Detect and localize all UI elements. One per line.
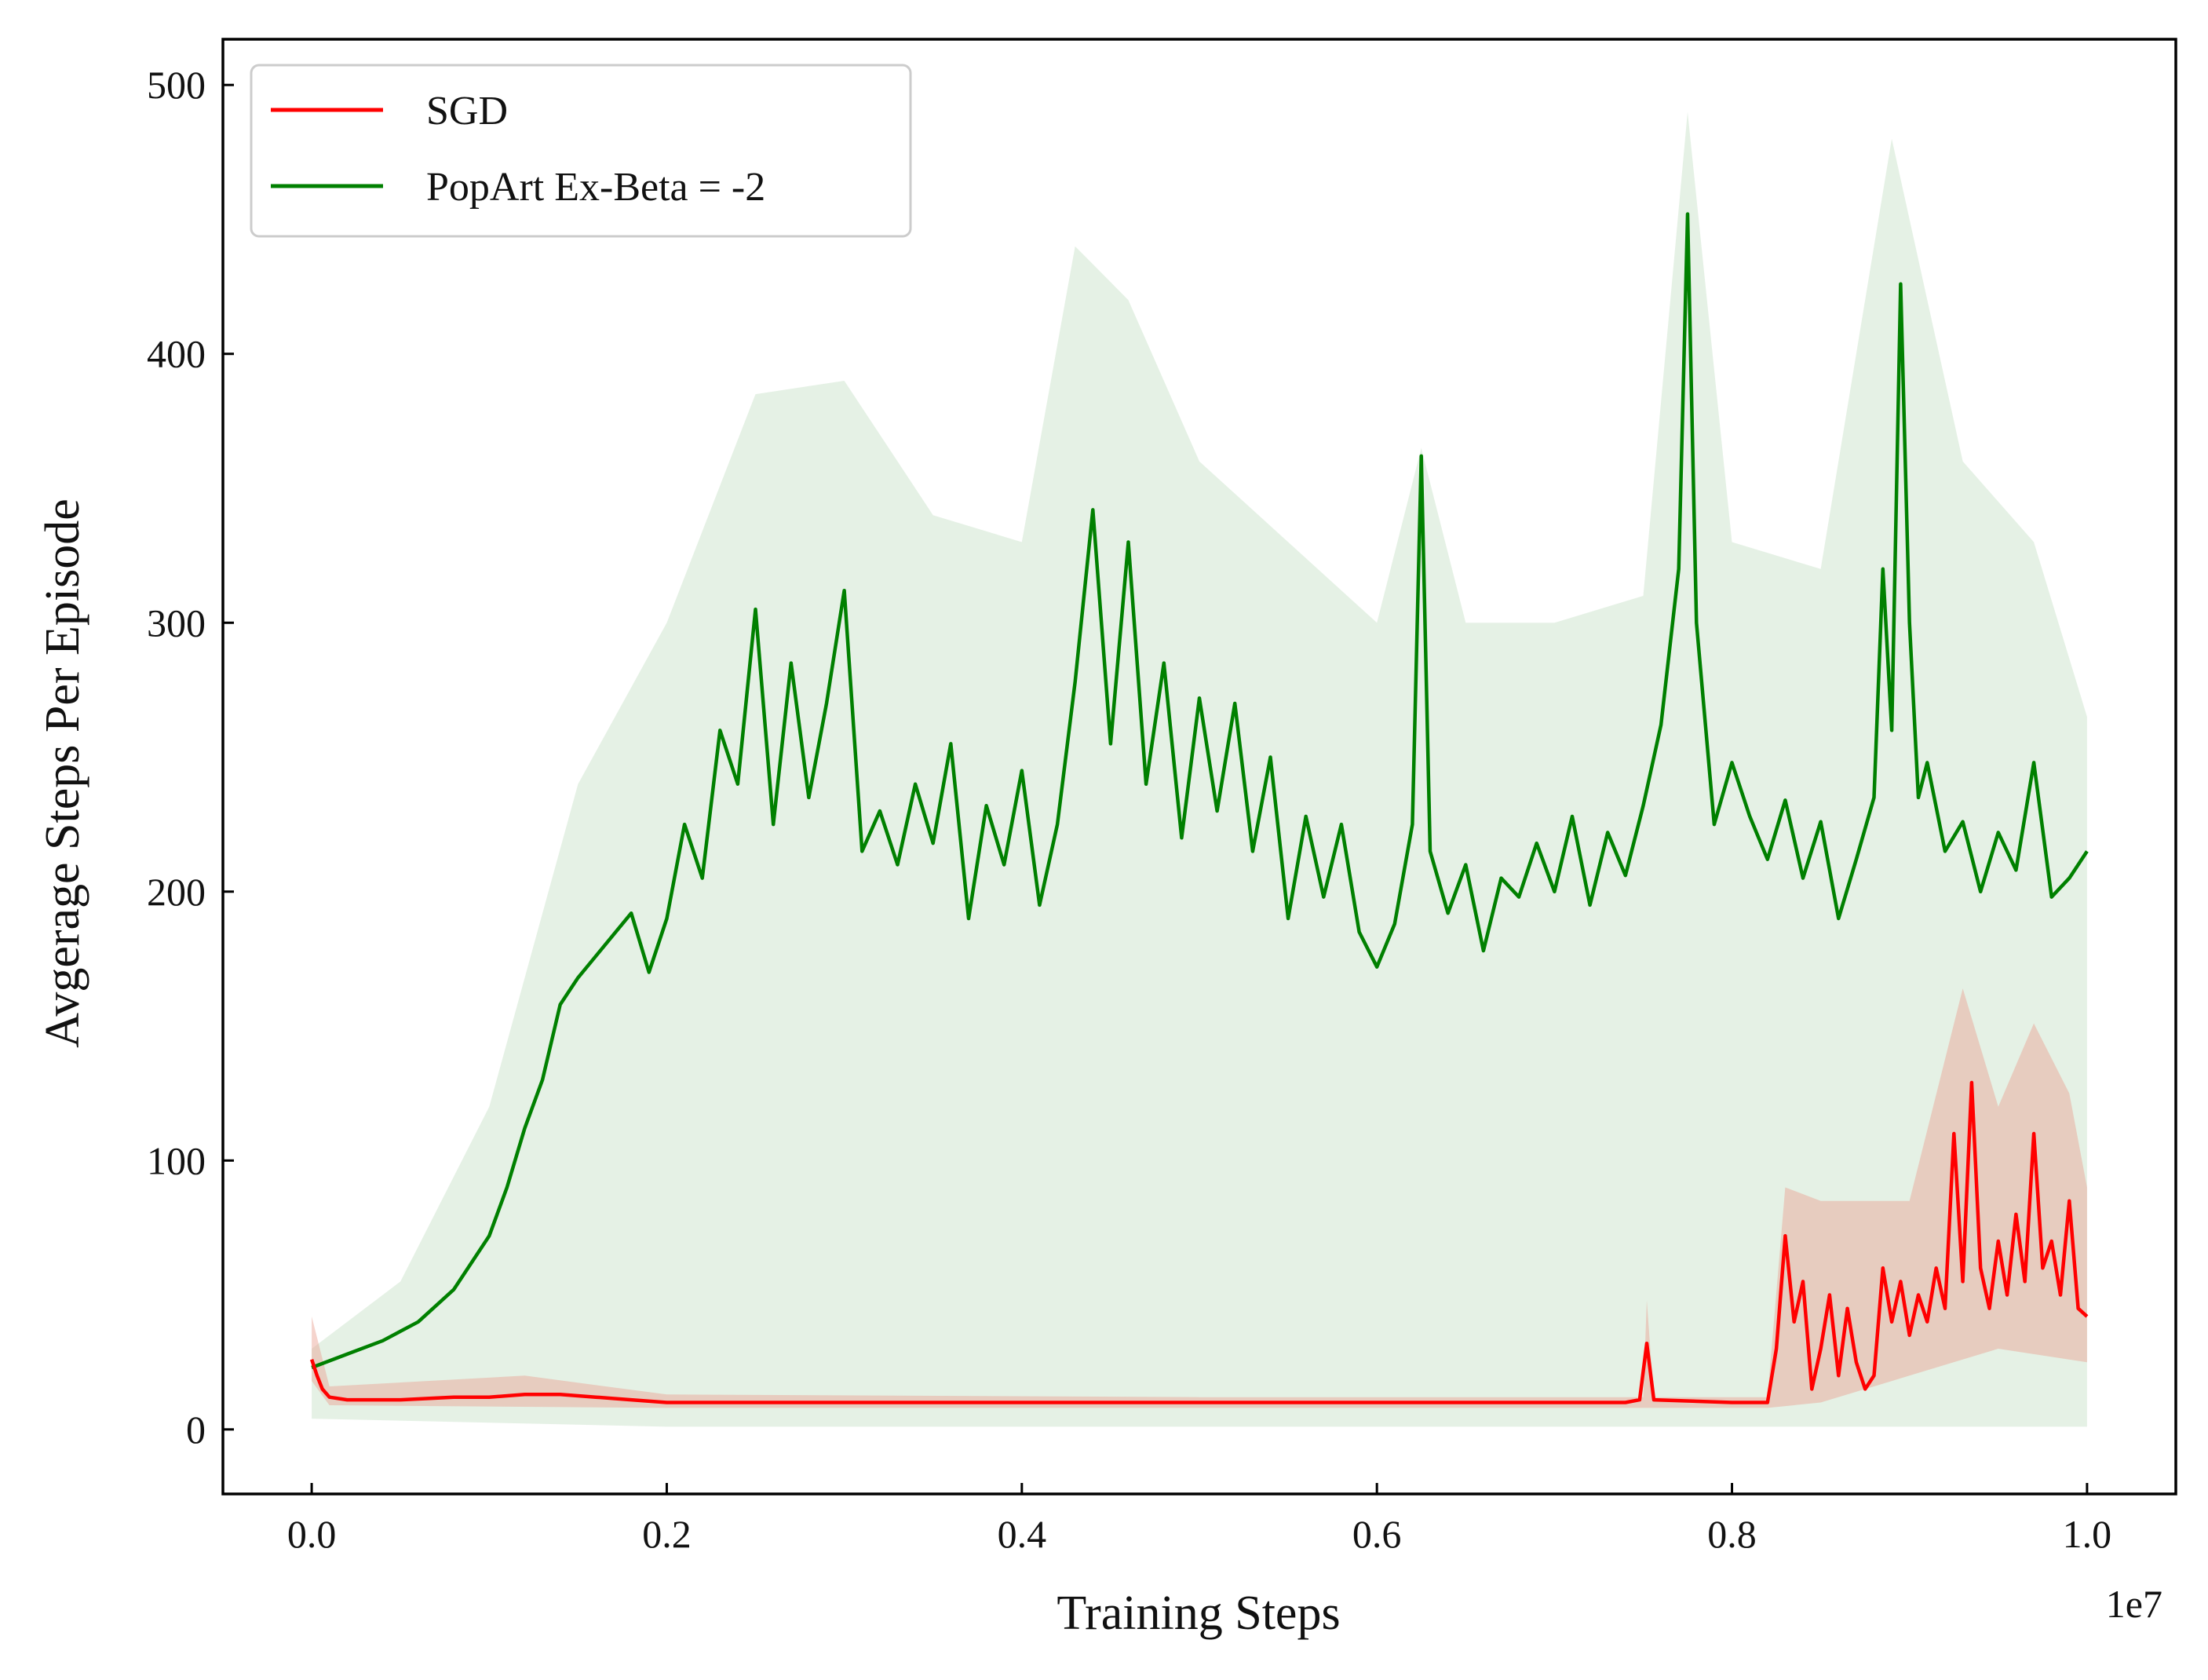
confidence-bands: [312, 111, 2087, 1427]
y-tick-label: 500: [147, 63, 206, 107]
line-popart: [311, 212, 2089, 1370]
x-tick-label: 0.8: [1707, 1512, 1757, 1556]
y-tick-label: 400: [147, 332, 206, 376]
x-axis-ticks: 0.0 0.2 0.4 0.6 0.8 1.0: [287, 1483, 2111, 1556]
plot-frame: [221, 38, 2177, 1496]
series-lines: [309, 212, 2089, 1404]
y-tick-label: 100: [147, 1138, 206, 1182]
y-axis-ticks: 0 100 200 300 400 500: [147, 63, 234, 1452]
line-sgd: [309, 1080, 2089, 1404]
x-tick-label: 0.4: [998, 1512, 1047, 1556]
legend: SGD PopArt Ex-Beta = -2: [250, 64, 912, 238]
x-tick-label: 0.6: [1352, 1512, 1402, 1556]
legend-box: [250, 64, 912, 238]
y-tick-label: 0: [186, 1408, 206, 1452]
x-axis-title: Training Steps: [1057, 1587, 1340, 1640]
y-axis-title: Avgerage Steps Per Episode: [36, 499, 89, 1048]
legend-label: SGD: [426, 89, 508, 133]
legend-label: PopArt Ex-Beta = -2: [426, 165, 765, 210]
y-tick-label: 200: [147, 870, 206, 914]
x-tick-label: 0.2: [642, 1512, 692, 1556]
band-sgd: [312, 988, 2087, 1408]
x-tick-label: 0.0: [287, 1512, 337, 1556]
y-tick-label: 300: [147, 601, 206, 645]
x-tick-label: 1.0: [2063, 1512, 2112, 1556]
band-popart: [312, 111, 2087, 1427]
x-axis-offset-label: 1e7: [2106, 1582, 2162, 1626]
